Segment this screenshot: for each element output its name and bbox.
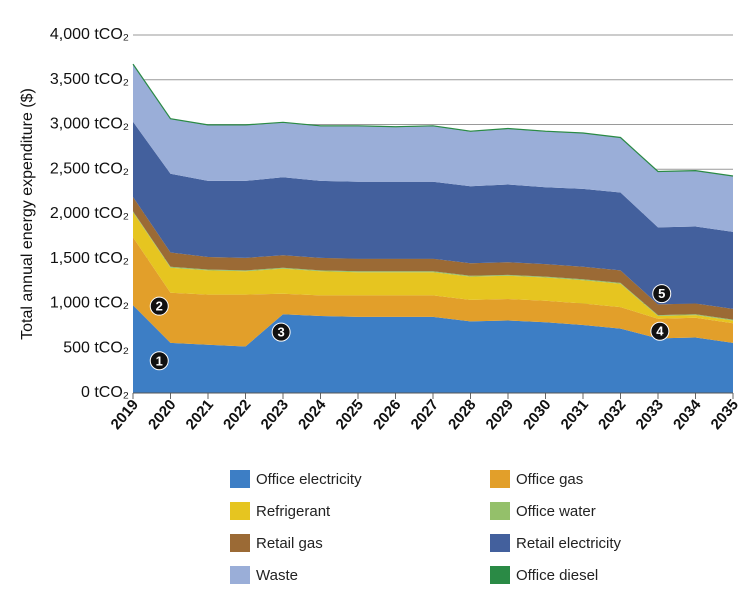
- y-tick-label: 3,000 tCO₂: [50, 116, 129, 133]
- x-tick-label: 2032: [595, 396, 629, 432]
- x-tick-label: 2028: [445, 396, 479, 432]
- annotation-marker-label: 2: [156, 299, 163, 314]
- legend: Office electricity Office gas Refrigerant O…: [230, 470, 650, 600]
- y-tick-label: 1,500 tCO₂: [50, 250, 129, 267]
- legend-item-retail-electricity: Retail electricity: [490, 534, 621, 552]
- legend-label: Waste: [256, 566, 298, 584]
- area-refrigerant: [133, 212, 733, 324]
- x-tick-label: 2021: [183, 396, 217, 432]
- legend-swatch: [490, 566, 510, 584]
- annotation-marker-label: 3: [278, 325, 285, 340]
- legend-swatch: [230, 470, 250, 488]
- legend-item-office-diesel: Office diesel: [490, 566, 598, 584]
- legend-label: Office water: [516, 502, 596, 520]
- legend-label: Retail gas: [256, 534, 323, 552]
- annotation-marker-label: 5: [658, 286, 665, 301]
- x-tick-label: 2031: [558, 396, 592, 432]
- series-line-office-diesel: [132, 63, 734, 177]
- annotation-marker: [149, 351, 169, 371]
- legend-label: Office diesel: [516, 566, 599, 584]
- area-chart: 0 tCO₂ 500 tCO₂ 1,000 tCO₂ 1,500 tCO₂ 2,000 …: [19, 26, 742, 433]
- x-tick-label: 2020: [145, 396, 179, 432]
- y-axis-label: Total annual energy expenditure ($): [19, 88, 36, 340]
- legend-swatch: [230, 566, 250, 584]
- x-tick-label: 2030: [520, 396, 554, 432]
- x-tick-label: 2033: [633, 396, 667, 432]
- x-tick-label: 2035: [708, 396, 742, 432]
- legend-label: Office electricity: [256, 470, 362, 488]
- legend-label: Office gas: [516, 470, 584, 488]
- x-tick-label: 2029: [483, 396, 517, 432]
- legend-swatch: [230, 534, 250, 552]
- legend-item-office-gas: Office gas: [490, 470, 583, 488]
- legend-item-refrigerant: Refrigerant: [230, 502, 330, 520]
- x-tick-label: 2027: [408, 396, 442, 432]
- legend-swatch: [490, 470, 510, 488]
- y-tick-label: 500 tCO₂: [63, 339, 129, 356]
- area-retail-electricity: [133, 121, 733, 309]
- legend-item-office-electricity: Office electricity: [230, 470, 362, 488]
- x-tick-label: 2022: [220, 396, 254, 432]
- y-tick-label: 1,000 tCO₂: [50, 295, 129, 312]
- area-office-gas: [133, 237, 733, 347]
- legend-label: Retail electricity: [516, 534, 622, 552]
- x-tick-label: 2024: [295, 396, 330, 433]
- legend-swatch: [490, 502, 510, 520]
- legend-item-office-water: Office water: [490, 502, 596, 520]
- annotation-marker-label: 1: [156, 353, 163, 368]
- x-tick-label: 2025: [333, 396, 367, 432]
- annotation-marker: [271, 322, 291, 342]
- y-tick-label: 4,000 tCO₂: [50, 26, 129, 43]
- area-retail-gas: [133, 197, 733, 320]
- x-tick-label: 2026: [370, 396, 404, 432]
- legend-item-retail-gas: Retail gas: [230, 534, 323, 552]
- x-tick-label: 2023: [258, 396, 292, 432]
- annotation-marker-label: 4: [656, 324, 664, 339]
- legend-swatch: [490, 534, 510, 552]
- legend-swatch: [230, 502, 250, 520]
- y-tick-label: 2,000 tCO₂: [50, 205, 129, 222]
- annotation-marker: [650, 321, 670, 341]
- legend-item-waste: Waste: [230, 566, 298, 584]
- legend-label: Refrigerant: [256, 502, 331, 520]
- y-tick-label: 2,500 tCO₂: [50, 160, 129, 177]
- x-tick-label: 2019: [108, 396, 142, 432]
- y-tick-label: 3,500 tCO₂: [50, 71, 129, 88]
- y-tick-label: 0 tCO₂: [81, 384, 129, 401]
- area-waste: [133, 64, 733, 232]
- annotation-marker: [652, 284, 672, 304]
- annotation-marker: [149, 296, 169, 316]
- x-tick-label: 2034: [670, 396, 705, 433]
